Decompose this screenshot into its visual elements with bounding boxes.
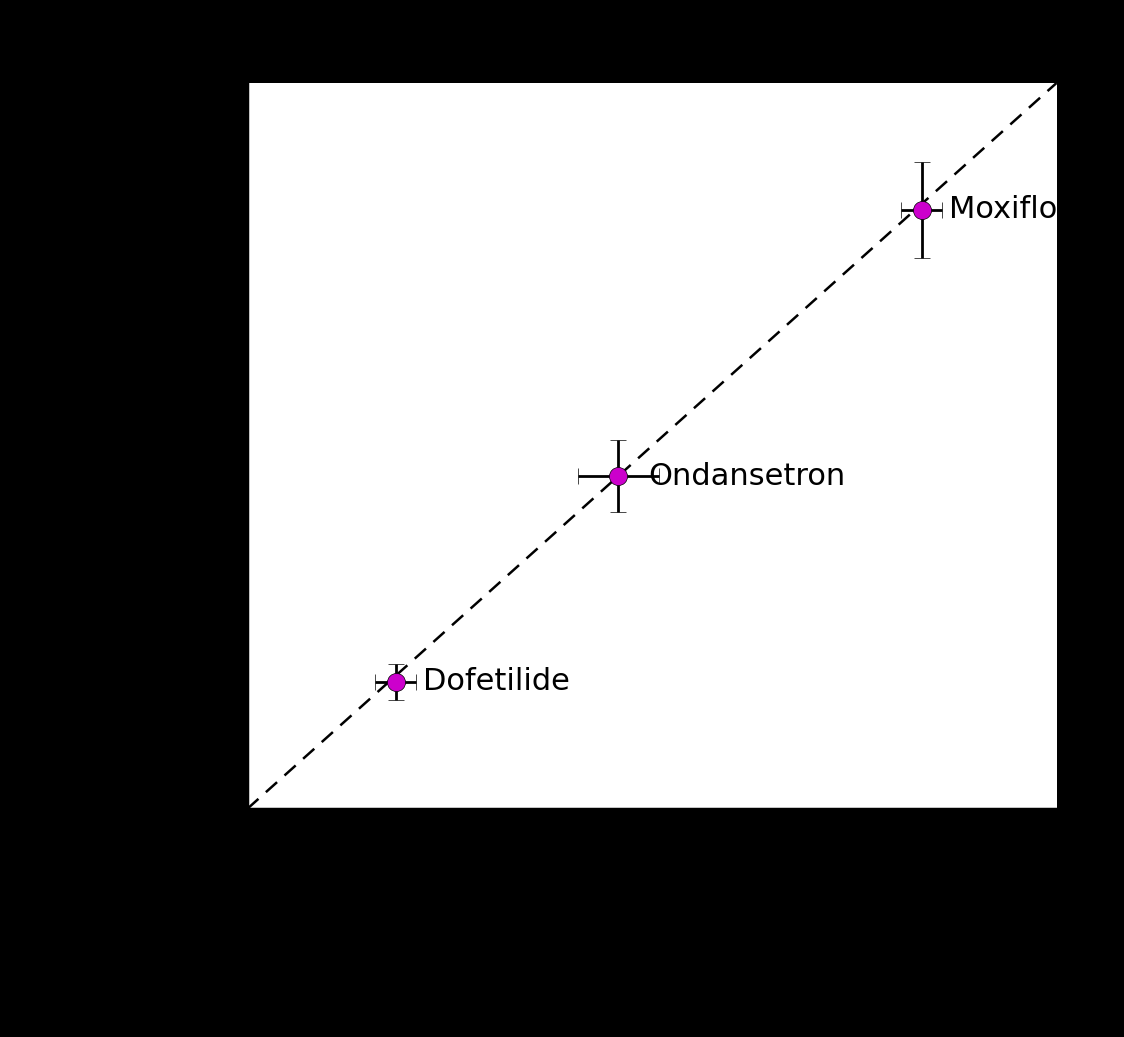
Text: Dofetilide: Dofetilide — [423, 668, 570, 696]
Text: GLP hERG pIC$_{50}$: GLP hERG pIC$_{50}$ — [497, 954, 807, 992]
Text: GLP hERG pIC$_{50}$: GLP hERG pIC$_{50}$ — [102, 363, 140, 674]
Text: ICH E14/S7B Training Material: ICH E14/S7B Training Material — [347, 889, 957, 923]
Text: Ondansetron: Ondansetron — [647, 461, 845, 491]
Text: Moxifloxacin: Moxifloxacin — [949, 196, 1124, 224]
Text: Metrion Data: Metrion Data — [105, 240, 139, 507]
